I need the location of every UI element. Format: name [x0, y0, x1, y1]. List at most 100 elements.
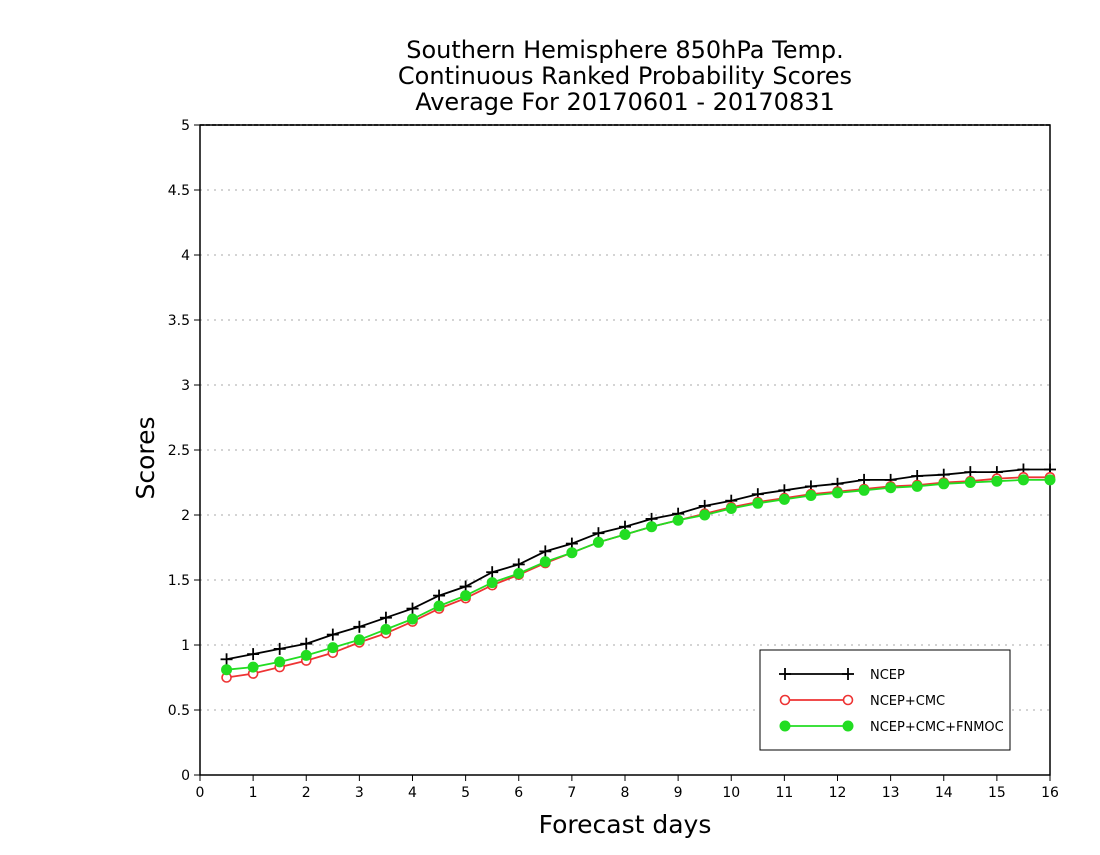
- series-2-point-21: [778, 493, 790, 505]
- series-2-point-7: [407, 613, 418, 625]
- x-tick-label-4: 4: [408, 785, 417, 801]
- series-0-point-10: [486, 566, 499, 579]
- series-line-0: [226, 468, 1050, 661]
- series-2-point-11: [513, 568, 525, 579]
- series-2-point-9: [460, 590, 472, 602]
- legend-marker-end-1: [842, 694, 854, 706]
- series-lines: [220, 463, 1056, 683]
- chart-title: Southern Hemisphere 850hPa Temp. Continu…: [398, 36, 852, 116]
- y-tick-label-9: 4.5: [168, 183, 190, 199]
- x-axis-label: Forecast days: [539, 810, 712, 839]
- x-tick-label-0: 0: [196, 785, 205, 801]
- y-tick-label-10: 5: [181, 118, 190, 134]
- legend-entry-0: NCEP: [779, 668, 905, 683]
- series-2-point-4: [327, 642, 339, 654]
- series-2-point-22: [805, 490, 817, 501]
- legend-label-0: NCEP: [870, 668, 905, 683]
- y-tick-label-5: 2.5: [168, 443, 190, 459]
- x-tick-label-13: 13: [882, 785, 900, 801]
- title-line-1: Southern Hemisphere 850hPa Temp.: [406, 36, 843, 64]
- series-2-point-12: [539, 556, 551, 568]
- series-2-point-17: [672, 514, 684, 526]
- legend-label-1: NCEP+CMC: [870, 694, 945, 709]
- x-tick-label-14: 14: [935, 785, 953, 801]
- y-tick-label-7: 3.5: [168, 313, 190, 329]
- series-2-point-30: [1017, 474, 1029, 486]
- x-tick-label-12: 12: [829, 785, 847, 801]
- series-line-2: [226, 478, 1050, 671]
- legend: NCEP NCEP+CMC NCEP+CMC+FNMOC: [759, 649, 1011, 751]
- y-tick-label-3: 1.5: [168, 573, 190, 589]
- series-2-point-2: [274, 656, 286, 668]
- x-tick-label-5: 5: [461, 785, 470, 801]
- legend-entry-2: NCEP+CMC+FNMOC: [779, 720, 1004, 735]
- series-2-point-10: [486, 577, 498, 589]
- series-0-point-0: [220, 653, 233, 666]
- series-2-point-5: [353, 634, 365, 646]
- x-tick-label-7: 7: [567, 785, 576, 801]
- grid: [200, 189, 1050, 711]
- x-axis-ticks: 0 1 2 3 4 5 6 7 8 9 10 11 12 13 14 15 16: [196, 775, 1059, 801]
- title-line-3: Average For 20170601 - 20170831: [415, 88, 835, 116]
- y-axis-label: Scores: [131, 416, 160, 499]
- y-tick-label-1: 0.5: [168, 703, 190, 719]
- series-0-point-3: [300, 637, 313, 650]
- legend-marker-end-0: [842, 668, 854, 680]
- x-tick-label-2: 2: [302, 785, 311, 801]
- series-0-point-12: [539, 545, 552, 558]
- x-tick-label-8: 8: [621, 785, 630, 801]
- series-2-point-29: [991, 475, 1003, 487]
- legend-marker-start-2: [779, 720, 791, 732]
- x-tick-label-3: 3: [355, 785, 364, 801]
- series-2-point-31: [1044, 474, 1056, 486]
- series-2-point-0: [221, 664, 233, 676]
- x-tick-label-9: 9: [674, 785, 683, 801]
- legend-marker-end-2: [842, 720, 854, 732]
- legend-entry-1: NCEP+CMC: [779, 694, 945, 709]
- series-2-point-18: [699, 509, 711, 521]
- series-0-point-5: [353, 620, 366, 633]
- x-tick-label-15: 15: [988, 785, 1006, 801]
- series-2-point-25: [885, 482, 897, 494]
- y-axis-ticks: 0 0.5 1 1.5 2 2.5 3 3.5 4 4.5 5: [168, 118, 200, 784]
- series-0-point-6: [379, 611, 392, 624]
- x-tick-label-11: 11: [775, 785, 793, 801]
- series-2-point-20: [752, 497, 764, 509]
- series-2-point-6: [380, 623, 392, 635]
- series-0-point-8: [433, 589, 446, 602]
- series-2-point-28: [964, 477, 976, 488]
- x-tick-label-16: 16: [1041, 785, 1059, 801]
- series-0-point-1: [247, 648, 260, 661]
- series-0: [220, 463, 1056, 666]
- series-2: [221, 474, 1056, 676]
- title-line-2: Continuous Ranked Probability Scores: [398, 62, 852, 90]
- series-2-point-16: [646, 521, 658, 533]
- legend-label-2: NCEP+CMC+FNMOC: [870, 720, 1004, 735]
- series-2-point-8: [433, 600, 445, 612]
- legend-marker-start-1: [779, 694, 791, 706]
- series-2-point-3: [300, 649, 312, 661]
- y-tick-label-8: 4: [181, 248, 190, 264]
- series-0-point-4: [326, 628, 339, 641]
- series-2-point-14: [592, 536, 604, 548]
- series-2-point-24: [858, 484, 870, 496]
- series-2-point-19: [725, 503, 737, 514]
- series-2-point-13: [566, 547, 578, 559]
- series-2-point-26: [911, 480, 923, 492]
- y-tick-label-4: 2: [181, 508, 190, 524]
- series-2-point-1: [247, 661, 259, 673]
- series-2-point-15: [619, 529, 631, 540]
- x-tick-label-10: 10: [722, 785, 740, 801]
- y-tick-label-2: 1: [181, 638, 190, 654]
- x-tick-label-1: 1: [249, 785, 258, 801]
- series-0-point-2: [273, 642, 286, 655]
- series-2-point-23: [832, 487, 843, 499]
- legend-marker-start-0: [779, 668, 791, 680]
- series-0-point-7: [406, 602, 419, 615]
- x-tick-label-6: 6: [514, 785, 523, 801]
- series-line-1: [226, 476, 1050, 679]
- y-tick-label-0: 0: [181, 768, 190, 784]
- series-2-point-27: [938, 478, 950, 490]
